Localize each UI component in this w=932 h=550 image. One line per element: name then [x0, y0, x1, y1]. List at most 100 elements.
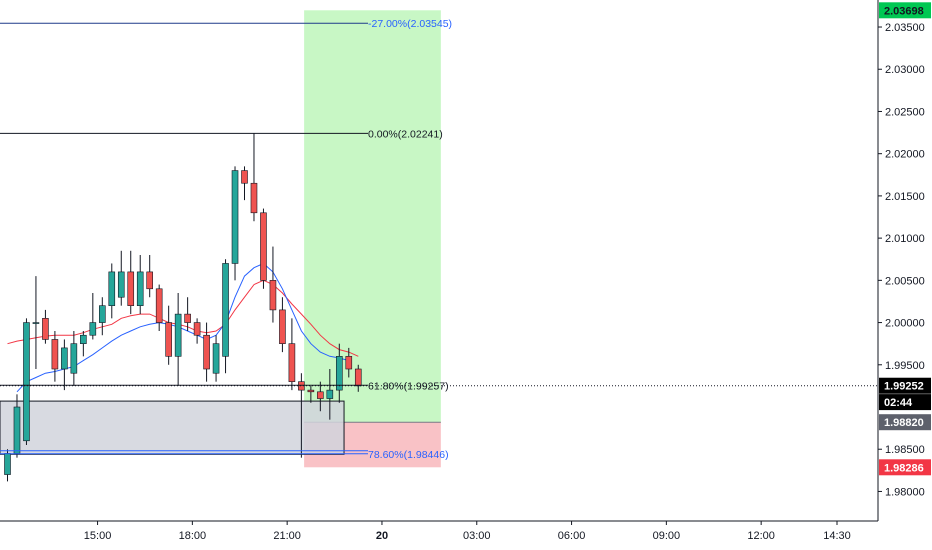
- candle-body: [80, 334, 87, 344]
- candle-body: [222, 263, 229, 357]
- candle: [184, 297, 191, 332]
- candle-body: [117, 271, 125, 298]
- price-tag-label: 1.98286: [884, 462, 924, 474]
- candle: [288, 318, 296, 391]
- price-tick-label: 2.00000: [885, 318, 925, 330]
- candle-body: [307, 389, 315, 393]
- price-tag-label: 1.99252: [884, 381, 924, 393]
- time-tick-label: 12:00: [747, 530, 775, 542]
- price-tick-label: 2.02000: [885, 149, 925, 161]
- price-tag-bg: [879, 377, 931, 394]
- fib-level[interactable]: -27.00%(2.03545): [0, 18, 452, 30]
- candle: [136, 255, 144, 315]
- price-tick-label: 2.03500: [885, 22, 925, 34]
- position-profit-area[interactable]: [304, 10, 441, 423]
- candle-body: [269, 280, 277, 311]
- candle-body: [89, 322, 97, 336]
- candle-body: [23, 322, 30, 442]
- axes: 2.03500 2.03000 2.02500 2.02000 2.01500 2.010…: [0, 0, 925, 542]
- candle-body: [32, 322, 40, 324]
- candle-body: [326, 389, 334, 399]
- fibonacci-levels[interactable]: -27.00%(2.03545) 0.00%(2.02241) 61.80%(1.9…: [0, 18, 452, 461]
- candle: [23, 318, 30, 446]
- candle-body: [99, 305, 106, 323]
- candle-body: [4, 453, 11, 475]
- candle-body: [241, 170, 248, 184]
- support-zone[interactable]: [0, 400, 345, 455]
- candle-body: [184, 313, 191, 323]
- candle: [99, 297, 106, 336]
- candle-body: [61, 347, 68, 370]
- fib-level-label: 0.00%(2.02241): [368, 128, 443, 140]
- price-tag-label: 2.03698: [884, 5, 924, 17]
- time-tick-label: 18:00: [179, 530, 207, 542]
- candle: [335, 343, 343, 403]
- candle-body: [288, 343, 296, 382]
- candle-body: [70, 343, 78, 374]
- candle: [203, 322, 210, 382]
- fib-level[interactable]: 61.80%(1.99257): [0, 380, 449, 392]
- candle-body: [354, 368, 362, 387]
- candle: [279, 297, 286, 353]
- candle: [174, 293, 182, 386]
- candle-body: [51, 339, 59, 370]
- candle-body: [250, 182, 258, 214]
- time-tick-label: 14:30: [823, 530, 851, 542]
- candle: [89, 293, 97, 340]
- candle-body: [155, 288, 163, 323]
- candle-body: [345, 356, 353, 370]
- ma-red-line: [7, 279, 359, 357]
- candle: [307, 385, 315, 403]
- price-tag: 2.03698: [879, 2, 931, 19]
- price-tag-bg: [879, 414, 931, 431]
- candle: [212, 335, 220, 382]
- candle-body: [174, 313, 182, 357]
- time-tick-label: 20: [376, 530, 388, 542]
- price-tag-bg: [879, 459, 931, 476]
- candle: [193, 318, 201, 344]
- candle: [61, 339, 68, 391]
- candle: [298, 373, 305, 458]
- candle-body: [317, 391, 324, 399]
- zone-rectangle[interactable]: [0, 400, 345, 455]
- candle-body: [165, 322, 172, 357]
- candle: [326, 369, 334, 420]
- candle: [80, 331, 87, 357]
- candle-body: [279, 309, 286, 344]
- price-tag: 02:44: [879, 394, 931, 411]
- time-tick-label: 09:00: [653, 530, 681, 542]
- candle-body: [127, 271, 135, 306]
- candle: [241, 166, 248, 201]
- candlestick-series: [4, 133, 362, 482]
- price-tick-label: 2.01000: [885, 233, 925, 245]
- long-position-tool[interactable]: [304, 10, 441, 468]
- price-tag-label: 02:44: [884, 397, 913, 409]
- candle-body: [212, 343, 220, 374]
- candle: [354, 364, 362, 392]
- candle: [70, 331, 78, 386]
- price-tag-bg: [879, 394, 931, 411]
- time-tick-label: 15:00: [84, 530, 112, 542]
- candle: [250, 133, 258, 222]
- time-tick-label: 06:00: [558, 530, 586, 542]
- candle: [222, 259, 229, 374]
- candle: [117, 250, 125, 306]
- time-tick-label: 21:00: [273, 530, 301, 542]
- candle: [127, 250, 135, 315]
- candle: [269, 246, 277, 323]
- candle: [32, 276, 40, 370]
- candle-body: [136, 271, 144, 306]
- price-tick-label: 1.98000: [885, 486, 925, 498]
- candle-body: [298, 381, 305, 391]
- fib-level[interactable]: 0.00%(2.02241): [0, 128, 443, 140]
- time-tick-label: 03:00: [463, 530, 491, 542]
- candle: [260, 208, 267, 289]
- price-tag: 1.98820: [879, 414, 931, 431]
- candle-body: [231, 170, 239, 264]
- price-tag-label: 1.98820: [884, 417, 924, 429]
- fib-level-label: -27.00%(2.03545): [368, 18, 452, 30]
- price-tick-label: 2.02500: [885, 106, 925, 118]
- fib-level[interactable]: 78.60%(1.98446): [0, 449, 449, 461]
- candle-body: [193, 322, 201, 336]
